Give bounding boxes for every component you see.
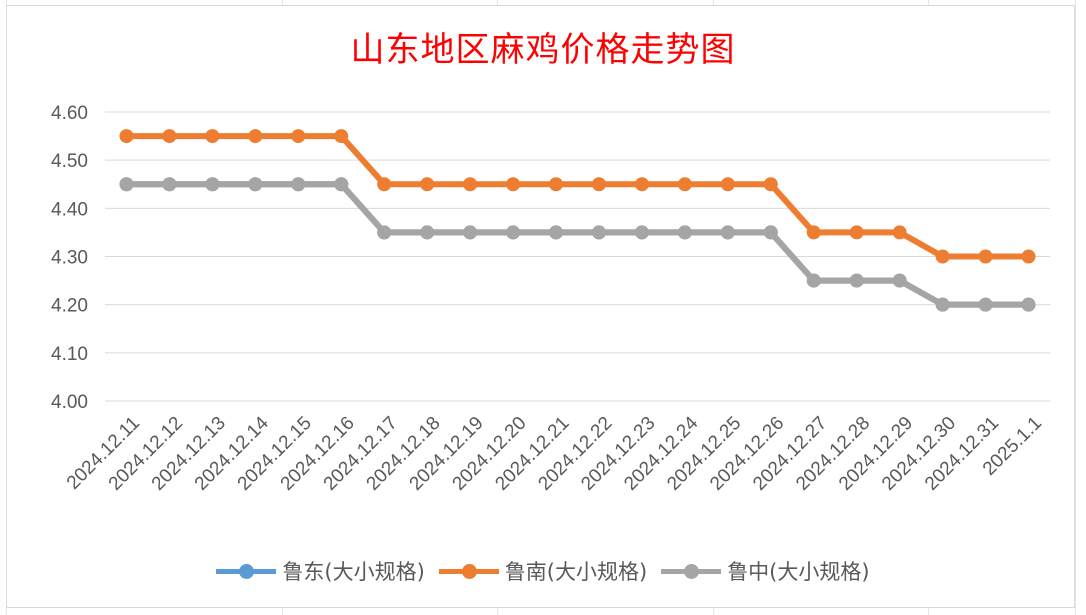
legend-label: 鲁东(大小规格) <box>282 560 425 584</box>
data-point[interactable] <box>463 177 478 192</box>
legend-swatch-icon <box>216 556 277 586</box>
data-point[interactable] <box>591 177 606 192</box>
data-point[interactable] <box>334 177 349 192</box>
data-point[interactable] <box>677 225 692 240</box>
y-tick-label: 4.40 <box>51 199 88 220</box>
y-axis: 4.00 4.10 4.20 4.30 4.40 4.50 4.60 <box>51 103 88 413</box>
data-point[interactable] <box>291 129 306 144</box>
data-point[interactable] <box>1021 297 1036 312</box>
data-point[interactable] <box>420 225 435 240</box>
data-point[interactable] <box>892 273 907 288</box>
data-point[interactable] <box>720 225 735 240</box>
y-tick-label: 4.00 <box>51 392 88 413</box>
data-point[interactable] <box>634 225 649 240</box>
data-point[interactable] <box>377 177 392 192</box>
legend-swatch-icon <box>661 556 722 586</box>
data-point[interactable] <box>978 297 993 312</box>
gridlines <box>105 111 1050 402</box>
sheet-column-line <box>1075 0 1076 615</box>
data-point[interactable] <box>892 225 907 240</box>
data-point[interactable] <box>463 225 478 240</box>
data-point[interactable] <box>849 225 864 240</box>
data-point[interactable] <box>763 225 778 240</box>
data-point[interactable] <box>763 177 778 192</box>
series-2 <box>119 177 1036 312</box>
data-point[interactable] <box>420 177 435 192</box>
data-point[interactable] <box>677 177 692 192</box>
data-point[interactable] <box>162 129 177 144</box>
legend-swatch-icon <box>438 556 499 586</box>
data-point[interactable] <box>506 177 521 192</box>
y-tick-label: 4.60 <box>51 103 88 124</box>
data-point[interactable] <box>506 225 521 240</box>
legend-item[interactable]: 鲁东(大小规格) <box>216 556 425 586</box>
data-point[interactable] <box>849 273 864 288</box>
y-tick-label: 4.20 <box>51 296 88 317</box>
series-0 <box>119 177 1036 312</box>
data-point[interactable] <box>935 297 950 312</box>
data-point[interactable] <box>978 249 993 264</box>
data-point[interactable] <box>119 177 134 192</box>
legend: 鲁东(大小规格) 鲁南(大小规格) 鲁中(大小规格) <box>0 556 1086 586</box>
y-tick-label: 4.10 <box>51 344 88 365</box>
data-point[interactable] <box>935 249 950 264</box>
series-line <box>126 181 1029 308</box>
data-point[interactable] <box>377 225 392 240</box>
series-1 <box>119 129 1036 264</box>
data-point[interactable] <box>248 129 263 144</box>
y-tick-label: 4.30 <box>51 248 88 269</box>
data-point[interactable] <box>591 225 606 240</box>
y-tick-label: 4.50 <box>51 151 88 172</box>
data-point[interactable] <box>806 225 821 240</box>
chart-title: 山东地区麻鸡价格走势图 <box>350 30 736 70</box>
data-point[interactable] <box>549 225 564 240</box>
data-point[interactable] <box>720 177 735 192</box>
data-point[interactable] <box>549 177 564 192</box>
series-line <box>126 133 1029 260</box>
data-point[interactable] <box>162 177 177 192</box>
legend-item[interactable]: 鲁中(大小规格) <box>661 556 870 586</box>
series-line <box>126 181 1029 308</box>
data-point[interactable] <box>205 129 220 144</box>
data-point[interactable] <box>205 177 220 192</box>
legend-label: 鲁中(大小规格) <box>727 560 870 584</box>
x-axis: 2024.12.112024.12.122024.12.132024.12.14… <box>63 412 1046 494</box>
data-point[interactable] <box>119 129 134 144</box>
legend-item[interactable]: 鲁南(大小规格) <box>438 556 648 586</box>
data-point[interactable] <box>1021 249 1036 264</box>
legend-label: 鲁南(大小规格) <box>504 560 648 584</box>
data-point[interactable] <box>806 273 821 288</box>
data-point[interactable] <box>248 177 263 192</box>
data-point[interactable] <box>291 177 306 192</box>
data-point[interactable] <box>634 177 649 192</box>
chart-area[interactable] <box>6 5 1075 608</box>
data-point[interactable] <box>334 129 349 144</box>
series-layer <box>119 129 1036 312</box>
